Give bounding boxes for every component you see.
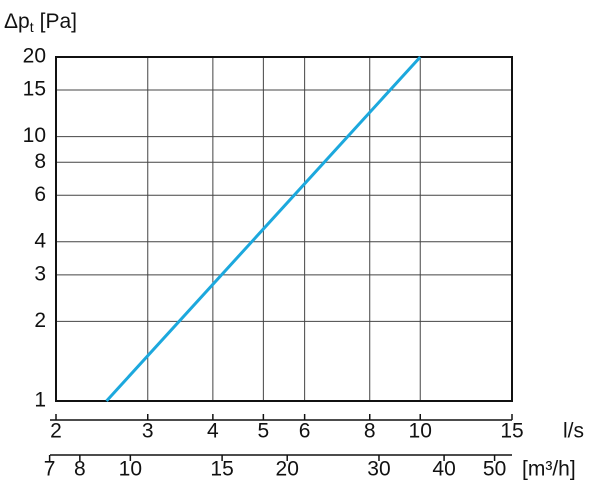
x-tick-label: 10 [409, 420, 432, 443]
x2-tick-label: 30 [367, 458, 390, 481]
y-tick-label: 20 [23, 45, 46, 68]
x2-tick-label: 10 [119, 458, 142, 481]
data-line [105, 55, 422, 403]
x-tick-label: 4 [207, 420, 219, 443]
x2-tick-label: 15 [210, 458, 233, 481]
x2-tick-label: 20 [276, 458, 299, 481]
y-tick-label: 15 [23, 78, 46, 101]
y-tick-label: 8 [34, 150, 46, 173]
x2-axis-label: [m³/h] [522, 458, 576, 481]
y-tick-label: 4 [34, 229, 46, 252]
y-label-main: Δp [4, 10, 30, 33]
y-tick-label: 2 [34, 309, 46, 332]
x2-tick-label: 50 [483, 458, 506, 481]
x-axis-label: l/s [563, 420, 584, 443]
y-tick-label: 1 [34, 389, 46, 412]
plot-frame [55, 56, 513, 402]
x-tick-label: 6 [299, 420, 311, 443]
x2-tick-label: 40 [432, 458, 455, 481]
y-tick-label: 6 [34, 183, 46, 206]
y-axis-label: Δpt [Pa] [4, 10, 77, 35]
y-label-unit: [Pa] [40, 10, 77, 33]
x2-tick-label: 8 [74, 458, 86, 481]
x-tick-label: 15 [500, 420, 523, 443]
x-tick-label: 8 [364, 420, 376, 443]
x2-tick-label: 7 [44, 458, 56, 481]
y-tick-label: 3 [34, 262, 46, 285]
y-label-sub: t [30, 19, 34, 35]
x-tick-label: 2 [50, 420, 62, 443]
x-tick-label: 5 [258, 420, 270, 443]
y-tick-label: 10 [23, 124, 46, 147]
x-tick-label: 3 [142, 420, 154, 443]
